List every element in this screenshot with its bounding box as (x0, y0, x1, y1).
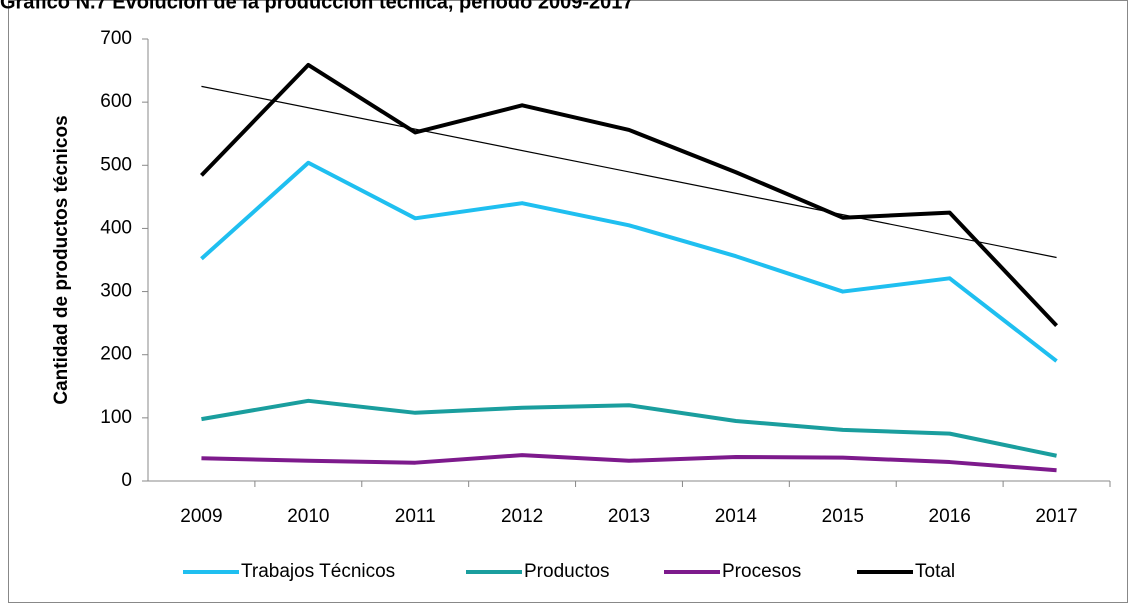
series-line (201, 398, 1057, 458)
y-tick-label: 200 (100, 344, 132, 365)
trendline (201, 85, 1057, 259)
x-tick-label: 2012 (501, 506, 543, 527)
series-line (200, 62, 1059, 328)
legend-label: Trabajos Técnicos (241, 561, 395, 582)
series-line (201, 453, 1057, 473)
x-tick-label: 2014 (715, 506, 758, 527)
series-line (200, 160, 1058, 363)
chart-border (8, 0, 1128, 603)
x-tick-label: 2016 (929, 506, 971, 527)
legend-label: Productos (524, 561, 610, 582)
legend-label: Procesos (722, 561, 801, 582)
y-tick-label: 500 (100, 154, 132, 175)
x-tick-label: 2010 (287, 506, 329, 527)
y-tick-label: 0 (121, 470, 132, 491)
x-tick-label: 2015 (822, 506, 864, 527)
y-tick-label: 300 (100, 281, 132, 302)
legend-label: Total (915, 561, 955, 582)
x-tick-label: 2013 (608, 506, 650, 527)
x-tick-label: 2011 (395, 506, 436, 527)
y-tick-label: 700 (100, 28, 132, 49)
y-tick-label: 100 (100, 407, 132, 428)
x-tick-label: 2017 (1035, 506, 1077, 527)
y-tick-label: 600 (100, 91, 132, 112)
x-tick-label: 2009 (180, 506, 222, 527)
y-tick-label: 400 (100, 217, 132, 238)
y-axis-label: Cantidad de productos técnicos (51, 115, 72, 404)
chart-title: Gráfico N.7 Evolución de la producción t… (0, 0, 634, 13)
